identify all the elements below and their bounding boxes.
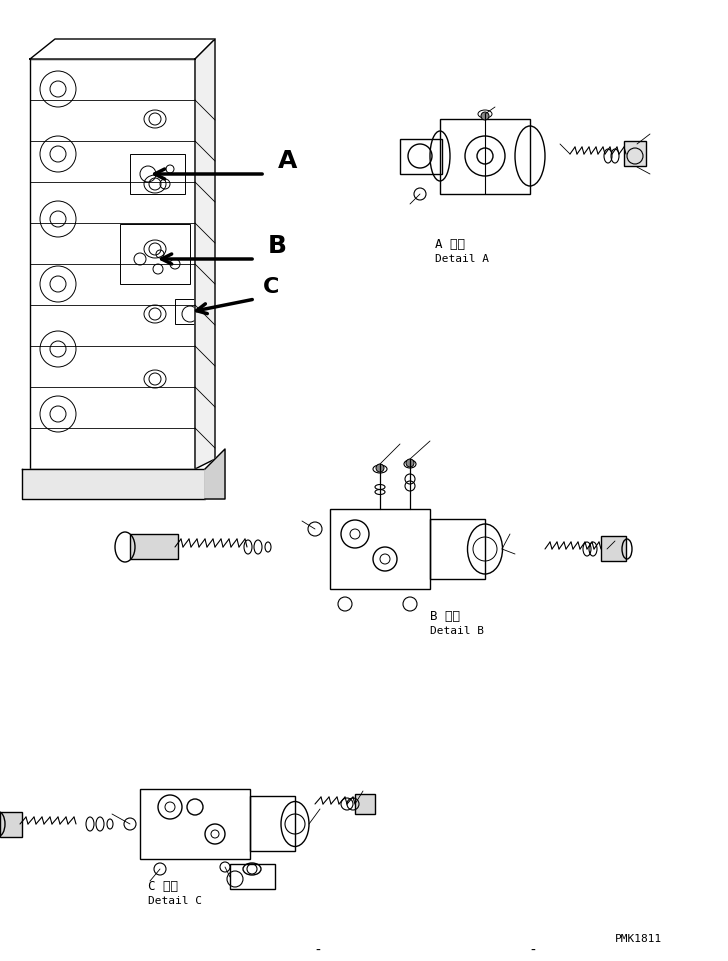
Bar [624, 142, 646, 167]
Bar [400, 140, 442, 175]
Bar [130, 534, 178, 559]
Text: A 詳細: A 詳細 [435, 237, 465, 251]
Polygon shape [205, 450, 225, 500]
Text: Detail A: Detail A [435, 254, 489, 263]
Circle shape [406, 459, 414, 467]
Bar [130, 155, 185, 195]
Bar [120, 225, 190, 284]
Bar [230, 864, 275, 889]
Bar [0, 812, 22, 837]
Bar [140, 789, 250, 859]
Bar [330, 509, 430, 589]
Circle shape [481, 112, 489, 121]
Bar [175, 300, 205, 325]
Circle shape [376, 464, 384, 473]
Bar [440, 120, 530, 195]
Text: -: - [530, 943, 535, 957]
Bar [430, 520, 485, 579]
Text: PMK1811: PMK1811 [615, 933, 662, 943]
Text: C: C [263, 277, 280, 297]
Polygon shape [195, 40, 215, 470]
Polygon shape [22, 470, 205, 500]
Text: B: B [268, 234, 287, 258]
Text: B 詳細: B 詳細 [430, 609, 460, 623]
Text: Detail C: Detail C [148, 895, 202, 905]
Text: A: A [278, 149, 297, 173]
Bar [601, 536, 626, 561]
Bar [250, 796, 295, 851]
Text: -: - [315, 943, 320, 957]
Text: C 詳細: C 詳細 [148, 879, 178, 892]
Bar [355, 794, 375, 814]
Polygon shape [30, 40, 215, 60]
Text: Detail B: Detail B [430, 626, 484, 635]
